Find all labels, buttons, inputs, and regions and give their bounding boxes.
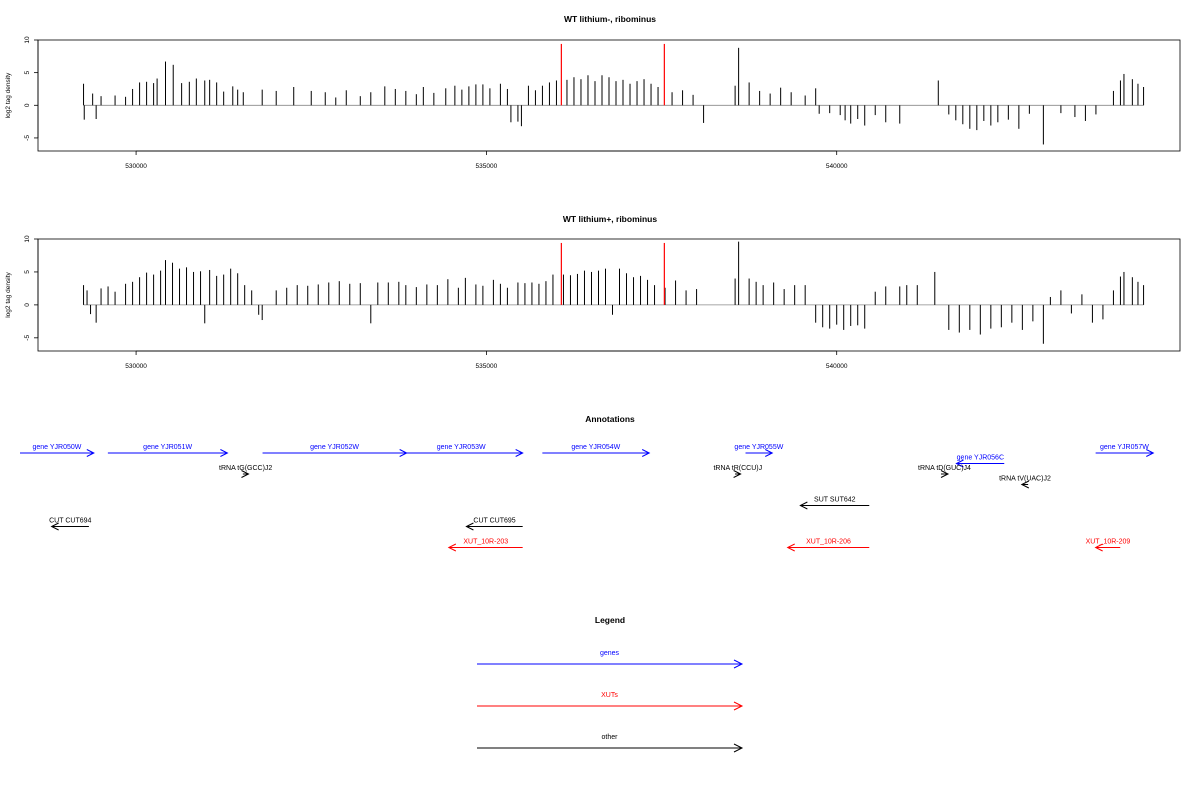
feature-label: gene YJR057W [1100, 444, 1149, 451]
legend-arrowhead [733, 659, 744, 669]
annotation-feature: XUT_10R-206 [786, 539, 870, 552]
legend-arrowhead [733, 701, 744, 711]
annotation-feature: gene YJR057W [1095, 444, 1155, 457]
panel-title: WT lithium+, ribominus [563, 214, 657, 224]
y-tick-label: 5 [24, 70, 31, 74]
annotations-title: Annotations [585, 414, 635, 424]
annotation-feature: gene YJR056C [955, 455, 1005, 468]
feature-arrowhead [1094, 543, 1103, 552]
annotation-feature: XUT_10R-209 [1086, 539, 1131, 552]
legend-title: Legend [595, 615, 625, 625]
feature-arrowhead [1020, 480, 1030, 489]
feature-label: tRNA tG(GCC)J2 [219, 465, 272, 472]
feature-label: CUT CUT694 [49, 518, 91, 525]
annotations-track: Annotations gene YJR050W gene YJR051W gene… [20, 414, 1155, 552]
annotation-feature: tRNA tR(CCU)J [713, 465, 762, 478]
x-tick-label: 540000 [826, 163, 848, 170]
legend-label: XUTs [601, 692, 618, 699]
feature-arrowhead [641, 449, 651, 457]
feature-arrowhead [465, 522, 474, 531]
feature-label: gene YJR052W [310, 444, 359, 451]
x-tick-label: 535000 [476, 363, 498, 370]
feature-arrowhead [733, 470, 742, 478]
annotation-feature: gene YJR054W [542, 444, 651, 457]
feature-label: gene YJR055W [734, 444, 783, 451]
feature-label: tRNA tR(CCU)J [713, 465, 762, 472]
annotation-feature: gene YJR052W [262, 444, 408, 457]
y-tick-label: -5 [24, 135, 31, 141]
x-tick-label: 535000 [476, 163, 498, 170]
feature-label: XUT_10R-209 [1086, 539, 1131, 546]
feature-label: gene YJR056C [957, 455, 1004, 462]
y-tick-label: 5 [24, 270, 31, 274]
annotation-feature: gene YJR055W [734, 444, 784, 457]
legend-arrowhead [733, 743, 744, 753]
feature-arrowhead [955, 459, 964, 468]
y-axis-label: log2 tag density [5, 271, 12, 317]
annotation-feature: CUT CUT695 [465, 518, 523, 531]
legend-entry: genes [477, 650, 744, 669]
annotation-feature: SUT SUT642 [799, 497, 870, 510]
annotation-feature: XUT_10R-203 [447, 539, 523, 552]
feature-arrowhead [86, 449, 95, 457]
y-tick-label: 10 [24, 36, 31, 44]
y-tick-label: -5 [24, 335, 31, 341]
annotation-feature: gene YJR051W [107, 444, 229, 457]
y-tick-label: 0 [24, 303, 31, 307]
annotation-feature: tRNA tD(GUC)J4 [918, 465, 971, 478]
feature-arrowhead [50, 522, 59, 531]
feature-arrowhead [447, 543, 457, 552]
panel-wt-lithium-minus: WT lithium-, ribominus -5 0 5 10 log2 tag den… [5, 14, 1181, 170]
panel-title: WT lithium-, ribominus [564, 14, 656, 24]
feature-arrowhead [765, 449, 774, 457]
feature-arrowhead [786, 543, 795, 552]
feature-arrowhead [1146, 449, 1155, 457]
x-tick-label: 540000 [826, 363, 848, 370]
panel-wt-lithium-plus: WT lithium+, ribominus -5 0 5 10 log2 tag den… [5, 214, 1181, 370]
feature-arrowhead [220, 449, 229, 457]
x-tick-label: 530000 [125, 163, 147, 170]
annotation-feature: gene YJR053W [399, 444, 524, 457]
feature-label: gene YJR053W [437, 444, 486, 451]
feature-label: CUT CUT695 [473, 518, 515, 525]
legend-label: other [602, 734, 619, 741]
y-tick-label: 10 [24, 235, 31, 243]
legend-label: genes [600, 650, 620, 657]
legend-entry: other [477, 734, 744, 753]
annotation-feature: tRNA tV(UAC)J2 [999, 476, 1051, 489]
annotation-feature: CUT CUT694 [49, 518, 92, 531]
y-tick-label: 0 [24, 103, 31, 107]
annotation-feature: tRNA tG(GCC)J2 [219, 465, 272, 478]
feature-arrowhead [515, 449, 524, 457]
feature-label: tRNA tV(UAC)J2 [999, 476, 1051, 483]
legend: Legend genes XUTs other [477, 615, 744, 753]
x-tick-label: 530000 [125, 363, 147, 370]
feature-label: gene YJR050W [32, 444, 81, 451]
feature-label: gene YJR054W [571, 444, 620, 451]
feature-label: XUT_10R-206 [806, 539, 851, 546]
feature-label: SUT SUT642 [814, 497, 856, 504]
feature-label: tRNA tD(GUC)J4 [918, 465, 971, 472]
feature-arrowhead [940, 470, 950, 478]
legend-entry: XUTs [477, 692, 744, 711]
feature-arrowhead [241, 470, 250, 478]
y-axis-label: log2 tag density [5, 72, 12, 118]
feature-label: XUT_10R-203 [463, 539, 508, 546]
annotation-feature: gene YJR050W [20, 444, 95, 457]
feature-arrowhead [799, 501, 808, 510]
feature-label: gene YJR051W [143, 444, 192, 451]
